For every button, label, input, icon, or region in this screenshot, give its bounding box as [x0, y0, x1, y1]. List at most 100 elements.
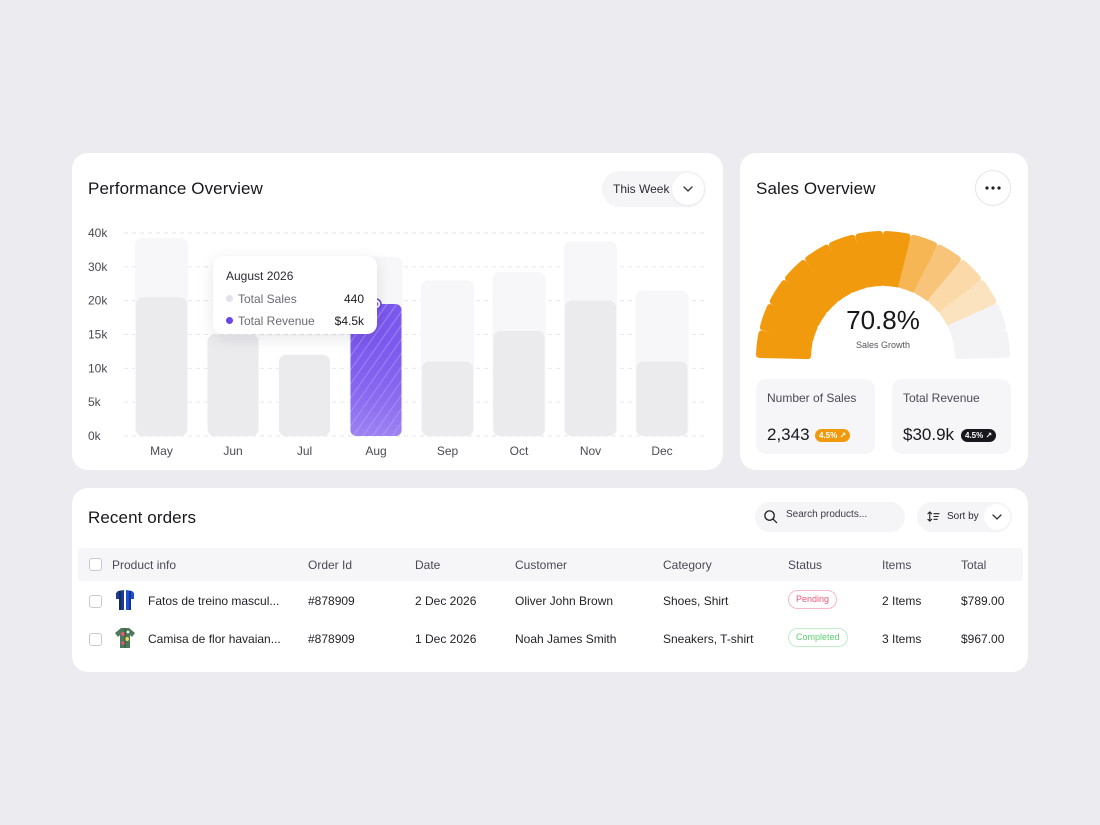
sales-overview-card: Sales Overview 70.8% Sales Growth Number… — [740, 153, 1028, 470]
y-tick-label: 0k — [88, 429, 102, 443]
stat-value: 2,343 — [767, 425, 810, 444]
chevron-down-icon[interactable] — [672, 173, 704, 205]
period-select[interactable]: This Week — [602, 171, 706, 207]
row-checkbox[interactable] — [89, 595, 102, 608]
performance-bar-chart: 0k 5k 10k 15k 20k 30k 40k May Jun Jul Aug Sep Oct Nov… — [88, 226, 704, 458]
chevron-down-icon[interactable] — [984, 504, 1010, 530]
gauge-segment — [898, 234, 937, 293]
stat-label: Number of Sales — [767, 391, 857, 405]
x-tick-label: Jun — [223, 444, 242, 458]
category: Sneakers, T-shirt — [663, 632, 754, 646]
select-all-checkbox[interactable] — [89, 558, 102, 571]
row-checkbox[interactable] — [89, 633, 102, 646]
sales-growth-label: Sales Growth — [855, 340, 911, 350]
more-options-button[interactable] — [975, 170, 1011, 206]
gauge-segment — [769, 280, 827, 327]
performance-title: Performance Overview — [88, 179, 263, 198]
orders-title: Recent orders — [88, 508, 197, 527]
gauge-segment — [855, 231, 885, 288]
sort-select[interactable]: Sort by — [917, 502, 1012, 532]
x-tick-label: Dec — [651, 444, 672, 458]
customer-name: Noah James Smith — [515, 632, 617, 646]
status-badge: Pending — [788, 590, 838, 609]
y-tick-label: 40k — [88, 226, 108, 240]
x-tick-label: Aug — [365, 444, 386, 458]
table-row[interactable]: Camisa de flor havaian... #878909 1 Dec … — [78, 620, 1023, 658]
sort-icon — [927, 511, 940, 522]
gauge-segment — [948, 304, 1007, 343]
stat-value: $30.9k — [903, 425, 955, 444]
gauge-segment — [939, 280, 997, 327]
product-name[interactable]: Camisa de flor havaian... — [148, 632, 281, 646]
revenue-bar-jul — [279, 354, 330, 436]
tooltip-label-sales: Total Sales — [238, 292, 297, 306]
revenue-bar-nov — [565, 300, 616, 436]
col-product-info[interactable]: Product info — [112, 558, 177, 572]
tooltip-row-sales: Total Sales 440 — [226, 292, 364, 306]
revenue-bar-oct — [493, 331, 545, 436]
tooltip-title: August 2026 — [226, 269, 294, 283]
gauge-segment — [914, 244, 961, 302]
y-tick-label: 15k — [88, 328, 108, 342]
sales-growth-value: 70.8% — [846, 305, 920, 335]
sort-label: Sort by — [947, 511, 979, 522]
order-date: 1 Dec 2026 — [415, 632, 477, 646]
revenue-bar-dec — [636, 361, 688, 436]
gauge-segment — [805, 244, 852, 302]
col-customer[interactable]: Customer — [515, 558, 568, 572]
col-date[interactable]: Date — [415, 558, 441, 572]
customer-name: Oliver John Brown — [515, 594, 614, 608]
order-total: $789.00 — [961, 594, 1005, 608]
status-badge: Completed — [788, 628, 848, 647]
x-tick-label: Oct — [510, 444, 529, 458]
y-tick-label: 20k — [88, 294, 108, 308]
revenue-bar-sep — [422, 361, 473, 436]
chart-tooltip: August 2026 Total Sales 440 Total Revenu… — [213, 256, 377, 334]
order-id: #878909 — [308, 594, 355, 608]
floral-shirt-product-image — [115, 628, 135, 648]
performance-overview-card: 0k 5k 10k 15k 20k 30k 40k May Jun Jul Aug Sep Oct Nov… — [72, 153, 723, 470]
tooltip-value-revenue: $4.5k — [334, 314, 364, 328]
stat-number-of-sales: Number of Sales 2,343 4.5% ↗ — [756, 379, 875, 454]
more-icon — [985, 186, 1001, 190]
tooltip-row-revenue: Total Revenue $4.5k — [226, 314, 364, 328]
gauge-segment — [928, 260, 981, 313]
sales-title: Sales Overview — [756, 179, 876, 198]
search-box[interactable] — [755, 502, 905, 532]
category: Shoes, Shirt — [663, 594, 729, 608]
legend-dot-sales — [226, 295, 233, 302]
items-count: 3 Items — [882, 632, 922, 646]
col-order-id[interactable]: Order Id — [308, 558, 353, 572]
gauge-segment — [756, 330, 813, 360]
search-input[interactable] — [786, 509, 898, 520]
col-items[interactable]: Items — [882, 558, 912, 572]
gauge-segment — [785, 260, 838, 313]
tooltip-value-sales: 440 — [343, 292, 364, 306]
gauge-segment — [881, 231, 911, 288]
legend-dot-revenue — [226, 317, 233, 324]
col-category[interactable]: Category — [663, 558, 712, 572]
revenue-bar-may — [136, 297, 187, 436]
stat-total-revenue: Total Revenue $30.9k 4.5% ↗ — [892, 379, 1011, 454]
x-tick-label: Nov — [580, 444, 601, 458]
gauge-segment — [953, 330, 1010, 360]
revenue-bar-highlight-fade — [350, 304, 402, 436]
period-select-label: This Week — [613, 182, 670, 196]
search-icon — [764, 510, 778, 524]
col-status[interactable]: Status — [788, 558, 823, 572]
order-total: $967.00 — [961, 632, 1005, 646]
tooltip-label-revenue: Total Revenue — [238, 314, 315, 328]
table-row[interactable]: Fatos de treino mascul... #878909 2 Dec … — [78, 582, 1023, 620]
order-date: 2 Dec 2026 — [415, 594, 477, 608]
revenue-bar-jun — [207, 334, 259, 436]
stat-label: Total Revenue — [903, 391, 980, 405]
product-name[interactable]: Fatos de treino mascul... — [148, 594, 280, 608]
col-total[interactable]: Total — [961, 558, 987, 572]
growth-badge: 4.5% ↗ — [815, 429, 851, 442]
gauge-segment — [759, 304, 818, 343]
x-tick-label: Sep — [437, 444, 459, 458]
y-tick-label: 30k — [88, 260, 108, 274]
gauge-segment — [829, 234, 868, 293]
sales-growth-gauge — [756, 231, 1010, 360]
y-tick-label: 5k — [88, 395, 102, 409]
